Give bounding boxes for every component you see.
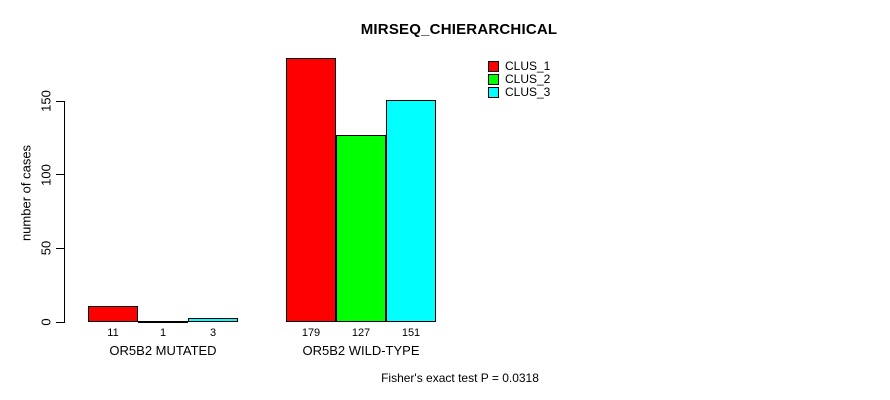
bar-clus_2-wildtype: [336, 134, 386, 322]
y-tick-label: 150: [38, 90, 54, 112]
legend-label: CLUS_1: [505, 59, 551, 73]
legend-label: CLUS_2: [505, 72, 551, 86]
y-tick: [56, 100, 64, 102]
bar-value-label: 11: [107, 327, 119, 339]
y-axis-line: [64, 101, 65, 323]
y-tick: [56, 174, 64, 176]
legend-row: CLUS_2: [488, 73, 550, 86]
y-tick-label: 50: [38, 241, 54, 256]
y-tick-label: 0: [38, 318, 54, 326]
bar-value-label: 3: [209, 327, 217, 339]
bar-clus_1-mutated: [88, 305, 138, 322]
legend-row: CLUS_3: [488, 86, 550, 99]
bar-clus_3-mutated: [188, 317, 238, 322]
legend-swatch-clus_3: [488, 87, 499, 98]
y-axis-label: number of cases: [18, 144, 34, 242]
x-category-label: OR5B2 WILD-TYPE: [302, 343, 420, 358]
legend-swatch-clus_2: [488, 74, 499, 85]
bar-clus_3-wildtype: [386, 99, 436, 322]
y-tick-label: 100: [38, 163, 54, 186]
legend-swatch-clus_1: [488, 61, 499, 72]
y-tick: [56, 321, 64, 323]
bar-value-label: 127: [351, 327, 371, 339]
legend-row: CLUS_1: [488, 60, 550, 73]
bar-clus_2-mutated: [138, 320, 188, 323]
bar-clus_1-wildtype: [286, 58, 336, 322]
chart-title: MIRSEQ_CHIERARCHICAL: [360, 21, 558, 38]
annotation-fishers-test: Fisher's exact test P = 0.0318: [381, 371, 539, 385]
bar-value-label: 151: [401, 327, 421, 339]
legend-label: CLUS_3: [505, 85, 551, 99]
y-tick: [56, 247, 64, 249]
bar-value-label: 1: [159, 327, 167, 339]
bar-value-label: 179: [301, 327, 321, 339]
x-category-label: OR5B2 MUTATED: [109, 343, 217, 358]
legend: CLUS_1 CLUS_2 CLUS_3: [488, 60, 550, 99]
